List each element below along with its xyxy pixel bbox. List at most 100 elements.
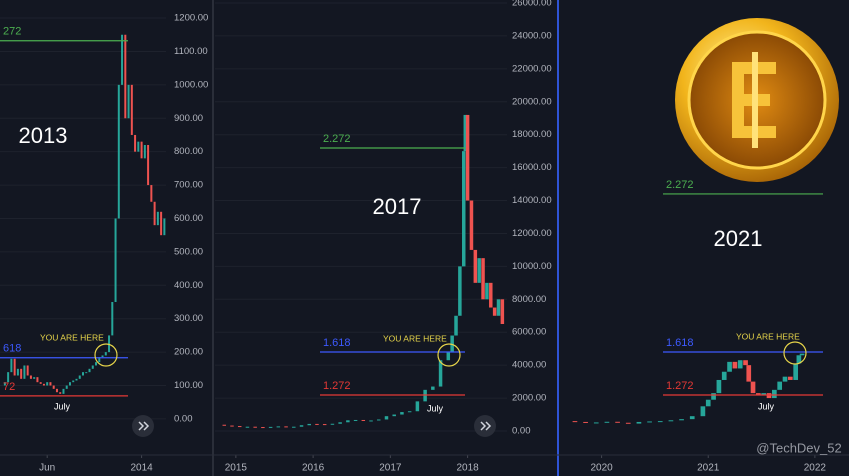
y-tick-label: 18000.00: [512, 129, 552, 140]
candle: [62, 388, 65, 394]
candle: [111, 301, 114, 336]
candle: [450, 335, 454, 352]
candle: [101, 355, 104, 358]
x-tick-label: 2022: [804, 463, 827, 474]
candle: [85, 372, 88, 374]
candle: [7, 372, 10, 383]
candle: [124, 34, 127, 119]
candle: [737, 360, 743, 369]
candle: [49, 382, 52, 386]
coin-logo: [675, 18, 839, 182]
candle: [88, 368, 91, 373]
candle: [150, 185, 153, 202]
candle: [121, 34, 124, 85]
fib-label: 272: [3, 26, 21, 38]
y-tick-label: 14000.00: [512, 195, 552, 206]
candle: [322, 424, 327, 426]
candle: [16, 368, 19, 376]
candle: [766, 393, 772, 399]
candle: [492, 307, 497, 316]
candle: [59, 392, 62, 394]
fib-label: 1.272: [666, 380, 694, 392]
candle: [237, 426, 242, 428]
candle: [788, 376, 793, 380]
candle: [772, 389, 777, 399]
candle: [756, 393, 761, 395]
candle: [160, 211, 163, 236]
candle: [461, 151, 466, 267]
annotation: July: [427, 403, 444, 413]
candle: [20, 368, 23, 379]
candle: [13, 358, 16, 376]
candle: [469, 200, 474, 250]
candle: [500, 299, 505, 324]
y-tick-label: 500.00: [174, 246, 203, 257]
y-tick-label: 400.00: [174, 280, 203, 291]
candle: [46, 382, 49, 386]
candle: [625, 422, 631, 424]
y-tick-label: 22000.00: [512, 63, 552, 74]
candle: [299, 425, 304, 427]
candle: [137, 141, 140, 152]
y-tick-label: 12000.00: [512, 228, 552, 239]
candle: [415, 401, 420, 412]
candle: [657, 421, 663, 423]
candle: [82, 372, 84, 376]
candle: [777, 381, 783, 390]
y-tick-label: 200.00: [174, 347, 203, 358]
plot-area: [572, 353, 805, 424]
candle: [438, 360, 443, 387]
highlight-circle: [437, 343, 461, 367]
y-tick-label: 20000.00: [512, 96, 552, 107]
candle: [400, 412, 404, 415]
candle: [95, 362, 98, 366]
candle: [732, 361, 738, 369]
annotation: July: [54, 401, 71, 411]
candle: [130, 84, 133, 135]
candle: [39, 382, 42, 384]
candle: [29, 375, 32, 379]
coin-glyph: [732, 94, 770, 106]
y-tick-label: 26000.00: [512, 0, 552, 9]
candle: [705, 399, 711, 407]
scroll-button[interactable]: [474, 415, 496, 437]
candle: [222, 424, 227, 426]
candle: [473, 249, 478, 283]
y-tick-label: 300.00: [174, 313, 203, 324]
candle: [10, 358, 13, 373]
candle: [23, 365, 26, 379]
candle: [604, 421, 610, 423]
candle: [423, 389, 427, 402]
y-tick-label: 16000.00: [512, 162, 552, 173]
candle: [711, 393, 716, 400]
candle: [261, 427, 265, 429]
fib-label: 1.272: [323, 380, 351, 392]
candle: [52, 385, 55, 389]
fib-label: 618: [3, 343, 21, 355]
candle: [377, 419, 381, 421]
x-tick-label: 2016: [302, 463, 325, 474]
candle: [700, 406, 706, 417]
candle: [485, 282, 489, 300]
candle: [481, 258, 485, 300]
candle: [163, 218, 166, 236]
candle: [782, 376, 788, 382]
candle: [353, 419, 358, 421]
candle: [276, 426, 281, 428]
scroll-button[interactable]: [132, 415, 154, 437]
candle: [245, 426, 250, 428]
y-tick-label: 1200.00: [174, 13, 208, 24]
candle: [33, 377, 36, 379]
plot-area: [215, 2, 507, 432]
fib-label: 2.272: [323, 133, 351, 145]
candle: [465, 114, 470, 201]
x-tick-label: 2021: [697, 463, 720, 474]
candle: [75, 378, 78, 381]
y-tick-label: 10000.00: [512, 261, 552, 272]
candle: [114, 218, 117, 302]
candle: [91, 365, 94, 369]
candle: [330, 423, 335, 425]
y-tick-label: 0.00: [174, 413, 193, 424]
candle: [572, 421, 578, 423]
candle: [26, 365, 29, 376]
